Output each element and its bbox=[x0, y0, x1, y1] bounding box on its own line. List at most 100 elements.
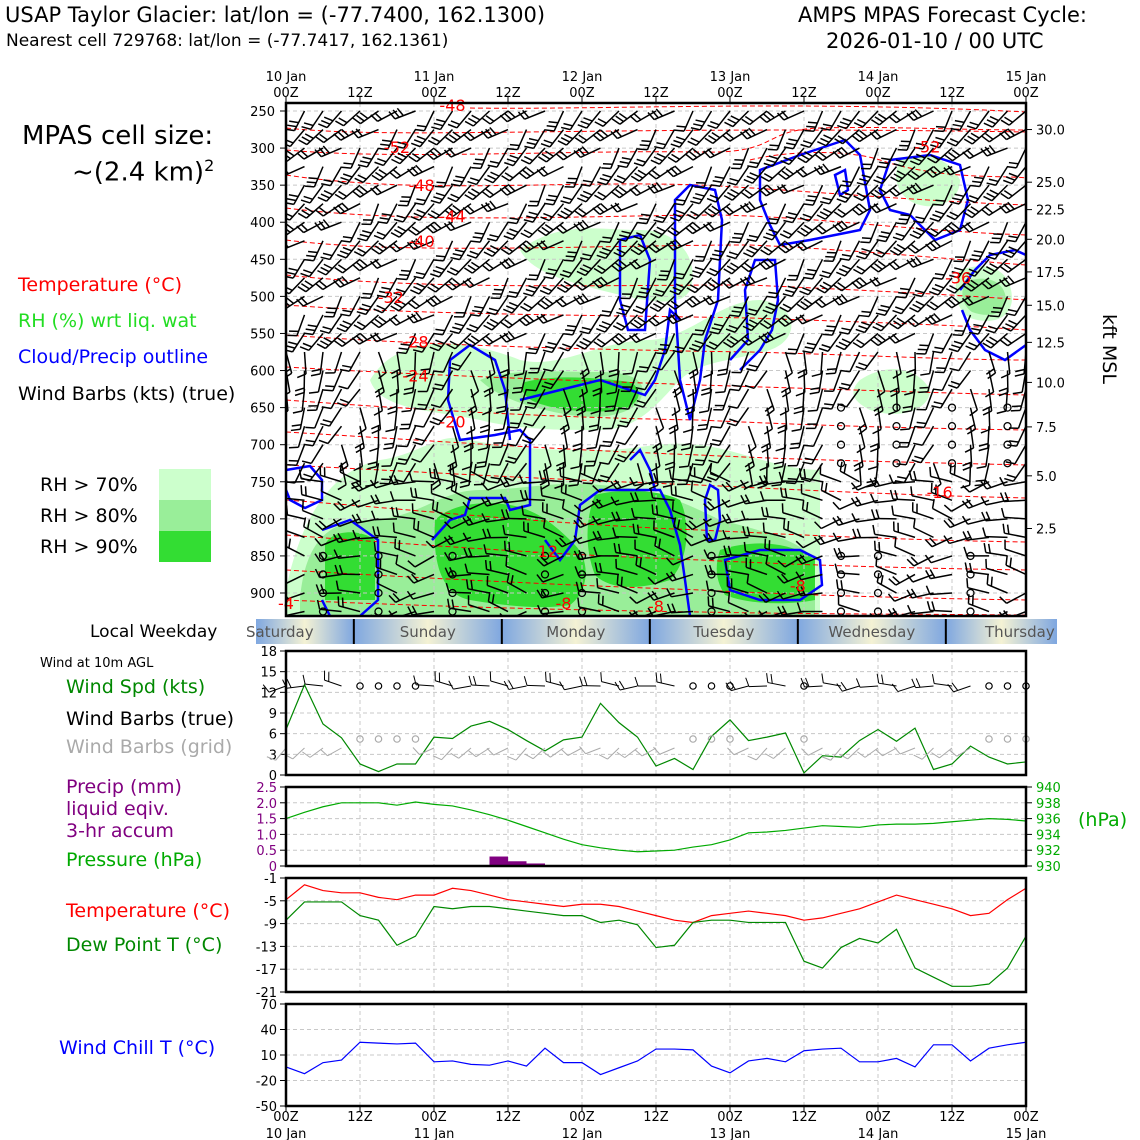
barb-feather bbox=[978, 447, 989, 452]
barb-feather bbox=[374, 612, 382, 616]
barb-staff bbox=[319, 573, 342, 579]
wind-barb bbox=[634, 388, 657, 408]
barb-feather bbox=[900, 140, 911, 143]
barb-feather bbox=[892, 309, 902, 315]
barb-feather bbox=[392, 109, 400, 118]
barb-feather bbox=[396, 214, 406, 219]
barb-feather bbox=[506, 158, 517, 163]
barb-feather bbox=[435, 192, 446, 197]
barb-staff bbox=[543, 165, 564, 177]
barb-staff bbox=[525, 314, 546, 327]
barb-staff bbox=[341, 332, 361, 347]
temperature-label: -48 bbox=[409, 176, 435, 195]
barb-staff bbox=[843, 332, 861, 351]
wind-barb bbox=[317, 184, 343, 202]
wind-barb bbox=[652, 351, 676, 371]
wind-barb bbox=[725, 314, 750, 333]
wind-barb bbox=[574, 566, 601, 576]
wind-barb bbox=[601, 147, 620, 170]
barb-staff bbox=[631, 351, 639, 374]
wind-barb bbox=[417, 370, 435, 393]
barb-staff bbox=[869, 221, 879, 243]
wind-barb bbox=[746, 351, 768, 372]
barb-feather bbox=[692, 295, 701, 304]
barb-feather bbox=[1007, 275, 1015, 284]
barb-feather bbox=[855, 365, 865, 371]
barb-feather bbox=[371, 174, 381, 182]
barb-feather bbox=[801, 500, 805, 510]
wind-barb bbox=[539, 277, 565, 295]
barb-feather bbox=[725, 205, 734, 214]
barb-feather bbox=[783, 146, 794, 150]
barb-feather bbox=[763, 236, 773, 241]
y-tick-label: 2.0 bbox=[256, 797, 277, 812]
barb-staff bbox=[683, 110, 694, 132]
barb-feather bbox=[758, 262, 767, 270]
barb-feather bbox=[907, 246, 916, 254]
barb-staff bbox=[638, 240, 657, 256]
wind-barb bbox=[889, 240, 916, 256]
barb-feather bbox=[773, 461, 784, 465]
barb-feather bbox=[582, 337, 592, 344]
barb-staff bbox=[470, 388, 478, 411]
barb-feather bbox=[376, 573, 380, 584]
barb-staff bbox=[584, 332, 602, 350]
wind-barb bbox=[724, 561, 749, 576]
barb-feather bbox=[289, 120, 299, 124]
barb-feather bbox=[906, 112, 915, 121]
barb-staff bbox=[969, 407, 977, 430]
barb-feather bbox=[711, 131, 721, 139]
panel-frame bbox=[284, 649, 1028, 777]
barb-staff bbox=[825, 129, 842, 147]
barb-feather bbox=[654, 145, 664, 150]
barb-feather bbox=[429, 420, 439, 426]
surface-wind-barb bbox=[600, 672, 620, 687]
barb-feather bbox=[765, 507, 769, 517]
barb-feather bbox=[707, 208, 717, 215]
barb-feather bbox=[758, 188, 767, 197]
wind-barb bbox=[449, 464, 472, 483]
barb-feather bbox=[873, 276, 881, 285]
barb-staff bbox=[672, 555, 694, 566]
barb-staff bbox=[541, 592, 564, 599]
barb-feather bbox=[853, 195, 863, 202]
barb-staff bbox=[599, 203, 620, 216]
barb-staff bbox=[1008, 184, 1026, 200]
barb-feather bbox=[307, 324, 318, 328]
wind-barb bbox=[401, 388, 417, 413]
wind-barb bbox=[447, 184, 472, 203]
barb-staff bbox=[458, 747, 472, 759]
barb-staff bbox=[807, 277, 824, 296]
barb-staff bbox=[405, 333, 417, 354]
wind-barb bbox=[1003, 166, 1026, 185]
wind-barb bbox=[397, 259, 417, 281]
barb-feather bbox=[288, 194, 299, 198]
barb-feather bbox=[486, 321, 496, 328]
barb-feather bbox=[260, 317, 267, 326]
barb-feather bbox=[414, 128, 425, 132]
barb-feather bbox=[1000, 266, 1009, 273]
barb-staff bbox=[681, 333, 694, 353]
barb-staff bbox=[756, 147, 768, 168]
barb-feather bbox=[323, 263, 333, 270]
wind-barb bbox=[758, 184, 786, 197]
barb-staff bbox=[875, 277, 897, 287]
barb-feather bbox=[415, 311, 423, 321]
wind-barb bbox=[906, 182, 934, 195]
barb-staff bbox=[771, 221, 787, 241]
barb-feather bbox=[503, 477, 511, 487]
barb-staff bbox=[767, 314, 786, 330]
barb-staff bbox=[682, 258, 694, 280]
barb-feather bbox=[375, 171, 384, 179]
barb-feather bbox=[689, 284, 699, 291]
barb-feather bbox=[872, 428, 882, 435]
barb-feather bbox=[651, 590, 659, 600]
barb-feather bbox=[669, 428, 679, 435]
wind-barb bbox=[804, 110, 824, 132]
barb-feather bbox=[913, 146, 924, 150]
barb-feather bbox=[773, 465, 783, 470]
barb-feather bbox=[327, 307, 337, 310]
barb-feather bbox=[783, 519, 786, 529]
pressure-tick-label: 400 bbox=[250, 216, 275, 231]
barb-feather bbox=[427, 286, 437, 293]
